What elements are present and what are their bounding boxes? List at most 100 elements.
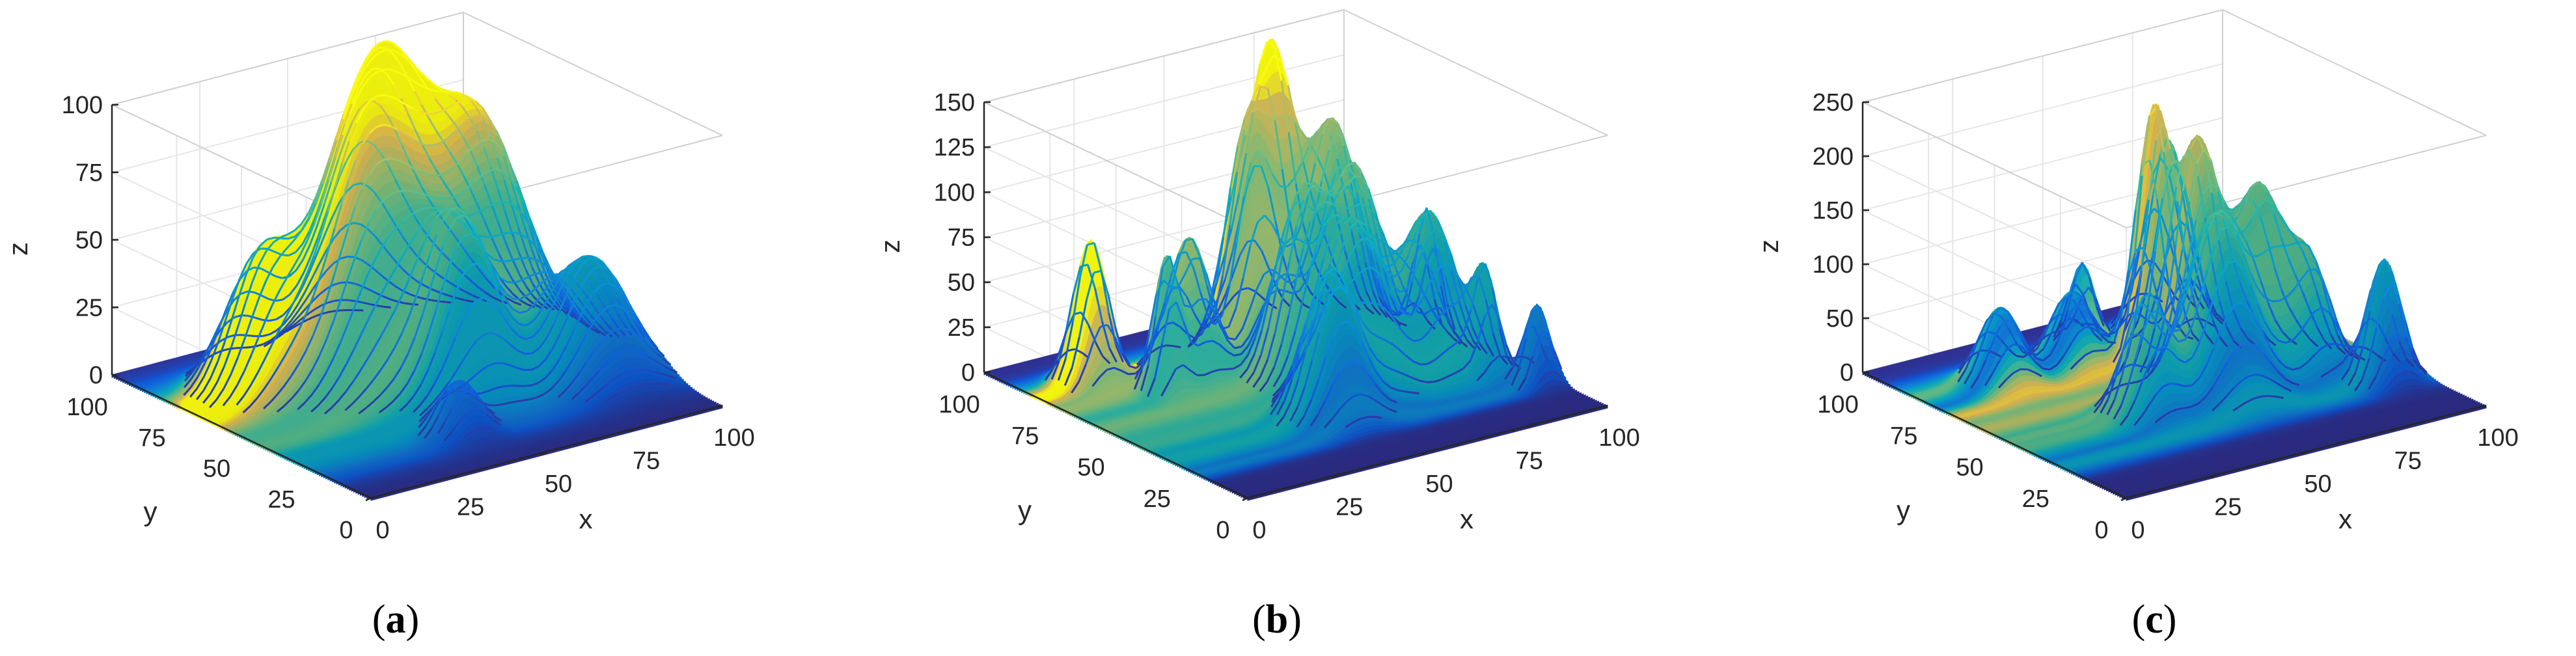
surface-ridge	[2124, 382, 2131, 386]
surface-ridge	[466, 381, 475, 392]
surface-ridge	[1300, 146, 1309, 165]
surface-ridge	[574, 256, 583, 264]
surface-ridge	[359, 101, 368, 110]
surface-ridge	[529, 219, 538, 238]
surface-ridge	[427, 89, 436, 100]
surface-ridge	[431, 400, 441, 416]
surface-ridge	[2256, 303, 2266, 321]
surface-ridge	[2217, 240, 2227, 282]
surface-ridge	[284, 323, 293, 332]
surface-ridge	[2272, 245, 2281, 249]
surface-ridge	[490, 203, 500, 224]
surface-ridge	[1065, 294, 1075, 331]
surface-ridge	[2404, 320, 2414, 348]
surface-ridge	[336, 124, 346, 147]
surface-ridge	[340, 180, 349, 204]
surface-ridge	[501, 170, 510, 178]
surface-ridge	[331, 400, 340, 409]
surface-ridge	[2255, 320, 2265, 336]
surface-ridge	[368, 164, 377, 176]
surface-ridge	[298, 313, 308, 329]
surface-ridge	[1264, 157, 1274, 175]
surface-ridge	[1437, 292, 1447, 314]
surface-ridge	[588, 256, 596, 260]
surface-ridge	[405, 57, 415, 66]
surface-ridge	[604, 321, 613, 331]
surface-ridge	[306, 309, 314, 316]
surface-ridge	[449, 217, 458, 229]
surface-ridge	[1186, 296, 1195, 314]
surface-ridge	[310, 404, 319, 413]
surface-ridge	[517, 367, 525, 371]
surface-ridge	[511, 328, 520, 337]
surface-ridge	[324, 387, 333, 398]
surface-ridge	[482, 332, 491, 336]
surface-ridge	[1429, 227, 1438, 236]
surface-ridge	[1971, 335, 1981, 355]
surface-ridge	[2052, 330, 2061, 334]
surface-ridge	[535, 258, 543, 264]
surface-ridge	[539, 317, 548, 330]
surface-ridge	[1100, 323, 1108, 328]
surface-ridge	[1073, 311, 1082, 316]
surface-ridge	[655, 360, 664, 367]
surface-ridge	[366, 185, 376, 194]
surface-ridge	[2016, 355, 2024, 359]
surface-ridge	[1339, 320, 1348, 325]
surface-ridge	[1216, 255, 1226, 281]
z-axis-label: z	[1753, 239, 1784, 253]
surface-ridge	[299, 239, 308, 255]
surface-ridge	[591, 323, 600, 332]
surface-slice	[1205, 359, 1567, 482]
surface-ridge	[1176, 281, 1186, 306]
surface-ridge	[377, 49, 386, 54]
surface-ridge	[1311, 292, 1321, 321]
surface-ridge	[333, 252, 342, 277]
surface-ridge	[633, 383, 642, 388]
x-tick-label: 100	[2477, 424, 2518, 452]
surface-ridge	[1304, 320, 1314, 352]
surface-ridge	[544, 273, 554, 290]
surface-ridge	[479, 399, 488, 410]
surface-ridge	[1234, 328, 1244, 340]
surface-ridge	[2375, 297, 2385, 329]
surface-ridge	[2094, 397, 2103, 407]
surface-ridge	[2149, 292, 2159, 305]
surface-ridge	[2106, 400, 2116, 416]
surface-ridge	[2156, 198, 2165, 256]
surface-ridge	[1404, 262, 1414, 297]
surface-ridge	[1435, 264, 1444, 272]
surface-ridge	[1328, 133, 1337, 151]
surface-ridge	[294, 223, 303, 232]
surface-ridge	[566, 277, 575, 294]
surface-ridge	[484, 253, 493, 270]
surface-ridge	[2204, 387, 2214, 398]
y-axis-line	[1862, 371, 2127, 499]
surface-ridge	[489, 301, 499, 310]
surface-ridge	[1276, 416, 1285, 427]
surface-ridge	[1343, 193, 1353, 232]
surface-ridge	[1185, 251, 1194, 268]
surface-ridge	[2224, 202, 2233, 218]
x-tick	[541, 450, 547, 456]
surface-ridge	[1476, 316, 1486, 343]
surface-ridge	[1429, 210, 1438, 221]
surface-ridge	[1399, 327, 1408, 338]
surface-ridge	[288, 235, 295, 240]
surface-ridge	[2113, 405, 2122, 420]
y-tick-label: 75	[1890, 422, 1917, 450]
surface-ridge	[2213, 275, 2223, 297]
surface-ridge	[454, 361, 463, 374]
surface-ridge	[1254, 330, 1263, 355]
surface-ridge	[1271, 173, 1281, 187]
surface-ridge	[282, 307, 292, 316]
surface-ridge	[1147, 295, 1157, 335]
surface-ridge	[1434, 353, 1443, 361]
surface-ridge	[488, 120, 497, 131]
surface-ridge	[442, 227, 451, 247]
surface-ridge	[571, 392, 580, 400]
surface-ridge	[620, 370, 628, 376]
surface-ridge	[1272, 387, 1281, 397]
surface-ridge	[2405, 358, 2415, 368]
surface-ridge	[1257, 214, 1266, 223]
